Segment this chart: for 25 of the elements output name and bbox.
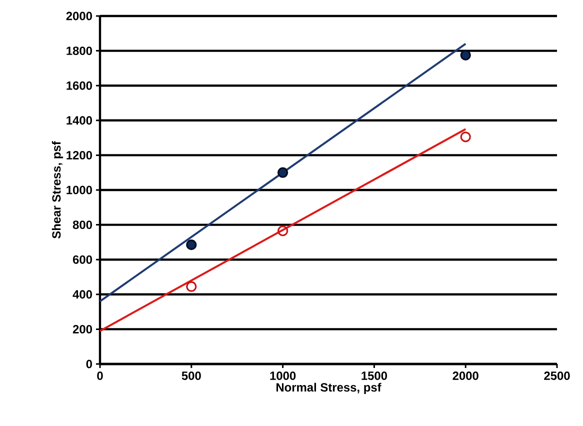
point: [278, 167, 288, 178]
y-axis-title: Shear Stress, psf: [52, 141, 64, 238]
y-tick-label: 2000: [66, 12, 92, 20]
point: [460, 132, 471, 142]
point: [460, 50, 471, 60]
x-axis-title: Normal Stress, psf: [276, 382, 382, 394]
x-tick-label: 1000: [270, 372, 296, 380]
x-tick-label: 2500: [544, 372, 570, 380]
y-tick-label: 1000: [66, 186, 92, 194]
x-tick-label: 0: [97, 372, 103, 380]
point: [278, 226, 288, 236]
y-tick-label: 200: [72, 324, 92, 334]
point: [186, 281, 197, 292]
x-tick-label: 1500: [362, 372, 387, 380]
y-tick-label: 400: [72, 290, 92, 299]
y-tick-label: 800: [72, 220, 92, 230]
y-tick-label: 0: [86, 360, 92, 368]
y-tick-label: 600: [72, 255, 92, 264]
y-tick-label: 1400: [66, 116, 92, 125]
point: [186, 240, 197, 250]
x-tick-label: 2000: [452, 372, 478, 380]
x-tick-label: 500: [182, 372, 201, 380]
y-tick-label: 1600: [66, 81, 92, 90]
y-tick-label: 1200: [66, 150, 92, 160]
y-tick-label: 1800: [66, 46, 92, 56]
